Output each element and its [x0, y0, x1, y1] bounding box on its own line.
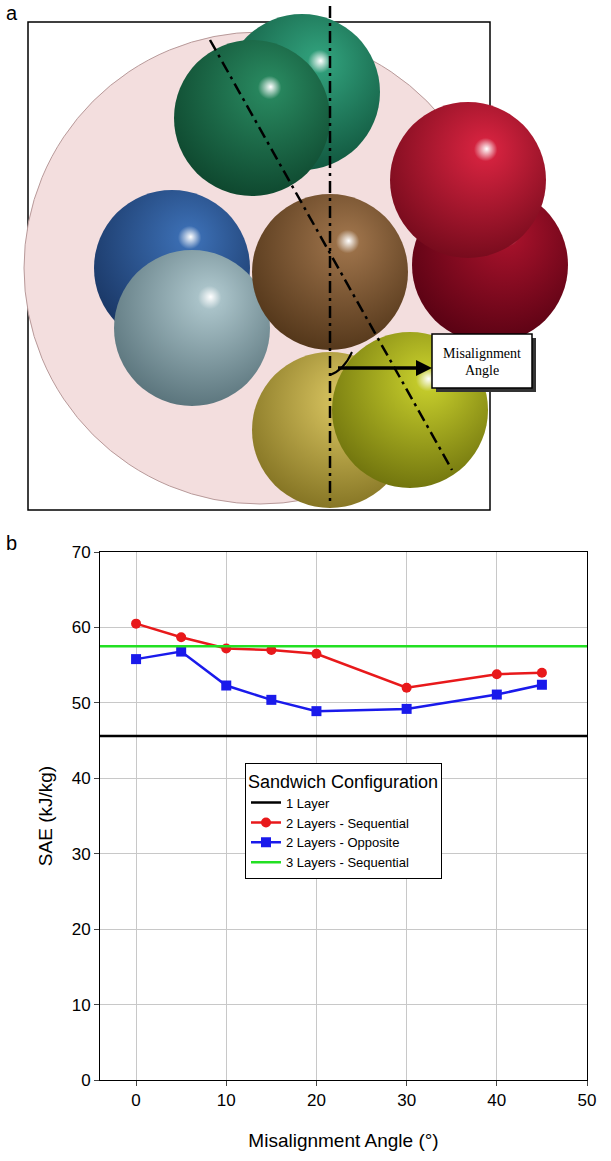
svg-text:20: 20: [72, 920, 91, 939]
svg-text:Angle: Angle: [465, 363, 499, 378]
svg-text:SAE (kJ/kg): SAE (kJ/kg): [35, 766, 56, 866]
svg-text:50: 50: [578, 1091, 597, 1110]
svg-text:10: 10: [72, 996, 91, 1015]
svg-text:60: 60: [72, 618, 91, 637]
svg-text:Misalignment: Misalignment: [443, 346, 521, 361]
svg-text:40: 40: [72, 769, 91, 788]
svg-text:70: 70: [72, 543, 91, 562]
html-text:b: b: [6, 532, 18, 554]
svg-text:0: 0: [81, 1071, 90, 1090]
svg-text:0: 0: [131, 1091, 140, 1110]
svg-text:2 Layers - Opposite: 2 Layers - Opposite: [286, 835, 399, 850]
svg-text:1 Layer: 1 Layer: [286, 796, 330, 811]
svg-text:10: 10: [217, 1091, 236, 1110]
svg-text:3 Layers - Sequential: 3 Layers - Sequential: [286, 855, 409, 870]
svg-text:30: 30: [72, 845, 91, 864]
svg-text:30: 30: [397, 1091, 416, 1110]
html-text:a: a: [6, 2, 18, 24]
svg-text:Sandwich Configuration: Sandwich Configuration: [248, 772, 438, 792]
svg-text:20: 20: [307, 1091, 326, 1110]
svg-text:40: 40: [487, 1091, 506, 1110]
svg-text:50: 50: [72, 694, 91, 713]
svg-text:Misalignment Angle (°): Misalignment Angle (°): [248, 1130, 438, 1151]
svg-text:2 Layers - Sequential: 2 Layers - Sequential: [286, 816, 409, 831]
